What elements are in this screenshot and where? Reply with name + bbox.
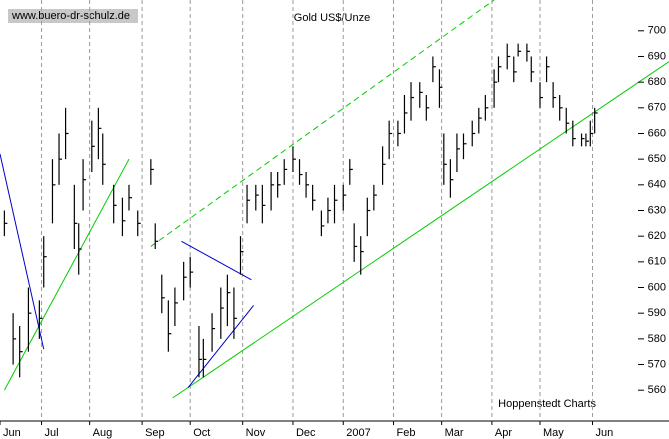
source: www.buero-dr-schulz.de [11,10,130,22]
x-tick-label: Feb [397,427,416,439]
y-tick-label: 570 [648,358,666,370]
y-tick-label: 630 [648,204,666,216]
y-tick-label: 560 [648,384,666,396]
y-tick-label: 610 [648,256,666,268]
x-tick-label: Nov [246,427,266,439]
x-tick-label: Aug [93,427,113,439]
x-tick-label: Sep [145,427,165,439]
x-tick-label: 2007 [346,427,370,439]
x-tick-label: May [543,427,564,439]
x-tick-label: Mar [445,427,464,439]
x-tick-label: Dec [296,427,316,439]
x-tick-label: Jun [595,427,613,439]
y-tick-label: 690 [648,50,666,62]
trend-line [172,61,669,399]
x-tick-label: Oct [193,427,210,439]
plot-area [0,0,669,421]
y-tick-label: 680 [648,76,666,88]
y-tick-label: 700 [648,25,666,37]
y-tick-label: 670 [648,102,666,114]
y-tick-label: 640 [648,179,666,191]
trend-line [0,153,45,350]
y-tick-label: 660 [648,127,666,139]
source-box [8,9,138,23]
x-tick-label: Jul [45,427,59,439]
y-tick-label: 620 [648,230,666,242]
y-tick-label: 580 [648,333,666,345]
y-tick-label: 590 [648,307,666,319]
x-tick-label: Apr [495,427,512,439]
trend-line [150,0,495,247]
chart-title: Gold US$/Unze [294,12,370,24]
note: Hoppenstedt Charts [498,398,596,410]
trend-line [3,158,130,391]
trend-line [181,240,252,281]
y-tick-label: 650 [648,153,666,165]
y-tick-label: 600 [648,281,666,293]
x-tick-label: Jun [3,427,21,439]
